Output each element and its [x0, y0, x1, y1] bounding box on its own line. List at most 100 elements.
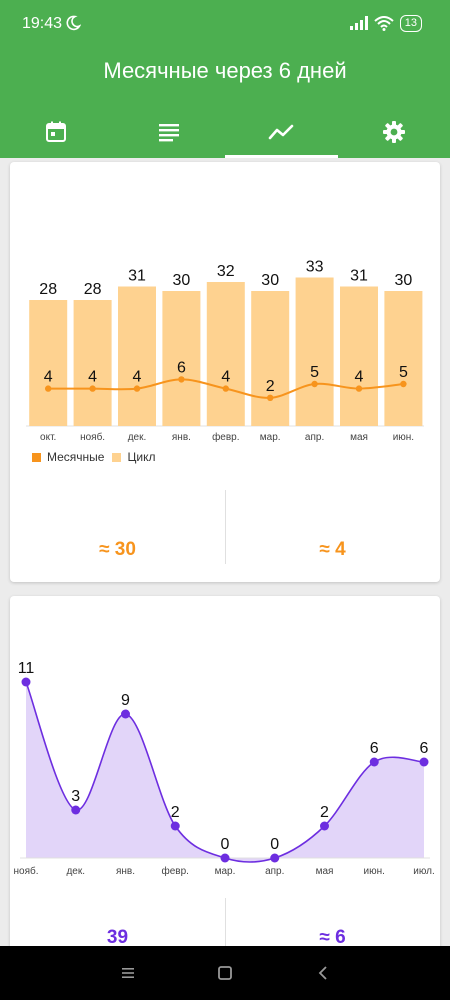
stats-left: 39 — [106, 927, 129, 948]
x-tick-label: янв. — [172, 432, 191, 443]
legend-item-cycle: Цикл — [112, 450, 155, 464]
cycle-bar — [29, 300, 68, 426]
period-value-label: 4 — [221, 369, 230, 386]
area-chart-card: 11 нояб. 3 дек. 9 янв. 2 февр. 0 мар. 0 апр. 2 мая 6 ию… — [10, 596, 440, 1000]
period-point — [400, 380, 407, 388]
legend-item-period: Месячные — [32, 450, 104, 464]
area-point — [320, 821, 329, 831]
period-value-label: 6 — [177, 359, 186, 376]
page-title: Месячные через 6 дней — [103, 58, 347, 83]
x-tick-label: мая — [350, 432, 368, 443]
x-tick-label: июл. — [413, 866, 434, 877]
app-bar: 19:43 13 Месячные через 6 дней — [0, 0, 450, 158]
area-point — [21, 677, 31, 687]
tab-list[interactable] — [113, 105, 226, 158]
period-point — [89, 385, 96, 392]
chart-legend: Месячные Цикл — [32, 450, 163, 464]
legend-label: Цикл — [127, 450, 156, 464]
period-value-label: 2 — [266, 378, 275, 395]
calendar-icon — [46, 121, 67, 142]
x-tick-label: мая — [316, 866, 334, 877]
x-tick-label: окт. — [40, 432, 56, 443]
x-tick-label: дек. — [128, 432, 147, 443]
x-tick-label: мар. — [260, 432, 281, 443]
x-tick-label: мар. — [215, 866, 236, 877]
stats-divider — [225, 898, 226, 958]
x-tick-label: июн. — [393, 432, 414, 443]
x-tick-label: нояб. — [80, 431, 105, 443]
x-tick-label: февр. — [212, 431, 239, 443]
status-bar: 19:43 13 — [0, 0, 450, 40]
x-tick-label: дек. — [66, 866, 85, 877]
area-point — [270, 853, 280, 863]
period-average: ≈ 4 — [319, 539, 346, 560]
home-icon[interactable] — [214, 962, 236, 984]
area-value-label: 2 — [171, 804, 180, 821]
tab-statistics[interactable] — [225, 105, 338, 158]
period-value-label: 4 — [133, 369, 142, 386]
area-value-label: 11 — [18, 660, 35, 677]
period-value-label: 4 — [44, 369, 53, 386]
period-point — [222, 385, 229, 392]
area-value-label: 0 — [270, 836, 279, 853]
cycle-value-label: 33 — [306, 259, 324, 276]
tab-settings[interactable] — [338, 105, 450, 158]
cycle-value-label: 28 — [39, 281, 57, 298]
status-icons: 13 — [349, 14, 422, 32]
area-value-label: 9 — [121, 692, 130, 709]
cycle-bar — [251, 291, 290, 426]
period-point — [133, 385, 141, 392]
area-fill — [26, 682, 424, 862]
cycle-period-chart: 28 окт. 28 нояб. 31 дек. 30 янв. 32 февр. 30 мар. 33… — [26, 259, 424, 443]
area-point — [121, 709, 130, 719]
period-value-label: 4 — [88, 369, 97, 386]
gear-icon — [382, 120, 405, 143]
chart-icon — [268, 124, 294, 139]
tab-bar — [0, 105, 450, 158]
area-point — [71, 805, 81, 815]
period-point — [311, 380, 318, 388]
stats-divider — [225, 490, 226, 564]
cycle-value-label: 30 — [261, 272, 279, 289]
area-point — [419, 757, 429, 767]
x-tick-label: янв. — [116, 866, 135, 877]
period-point — [267, 394, 274, 401]
signal-icon — [349, 16, 368, 30]
area-value-label: 6 — [420, 740, 429, 757]
x-tick-label: апр. — [305, 432, 324, 443]
cycle-value-label: 32 — [217, 263, 235, 280]
cycle-value-label: 28 — [84, 281, 102, 298]
wifi-icon — [374, 15, 394, 31]
period-point — [45, 385, 52, 392]
cycle-bar — [384, 291, 423, 426]
active-tab-indicator — [225, 155, 338, 158]
period-value-label: 5 — [399, 364, 408, 381]
moon-icon — [66, 15, 81, 31]
cycle-bar — [73, 300, 112, 426]
stats-right: ≈ 6 — [319, 927, 346, 948]
area-chart: 11 нояб. 3 дек. 9 янв. 2 февр. 0 мар. 0 апр. 2 мая 6 ию… — [13, 660, 434, 877]
cycle-value-label: 30 — [395, 272, 413, 289]
tab-calendar[interactable] — [0, 105, 113, 158]
period-value-label: 5 — [310, 364, 319, 381]
period-value-label: 4 — [355, 369, 364, 386]
area-value-label: 2 — [320, 804, 329, 821]
cycle-value-label: 30 — [173, 272, 191, 289]
cycle-bar — [295, 277, 334, 426]
area-value-label: 6 — [370, 740, 379, 757]
back-icon[interactable] — [312, 962, 334, 984]
x-tick-label: февр. — [162, 865, 189, 877]
list-icon — [158, 123, 179, 141]
cycle-bar — [118, 286, 156, 426]
cycle-chart-card: 28 окт. 28 нояб. 31 дек. 30 янв. 32 февр. 30 мар. 33… — [10, 162, 440, 582]
cycle-value-label: 31 — [128, 268, 146, 285]
area-point — [369, 757, 379, 767]
legend-swatch — [112, 452, 122, 462]
area-point — [220, 853, 230, 863]
menu-icon[interactable] — [117, 962, 139, 984]
x-tick-label: апр. — [265, 866, 284, 877]
period-point — [178, 376, 185, 383]
area-point — [170, 821, 180, 831]
area-value-label: 3 — [71, 788, 80, 805]
cycle-bar — [206, 282, 245, 426]
